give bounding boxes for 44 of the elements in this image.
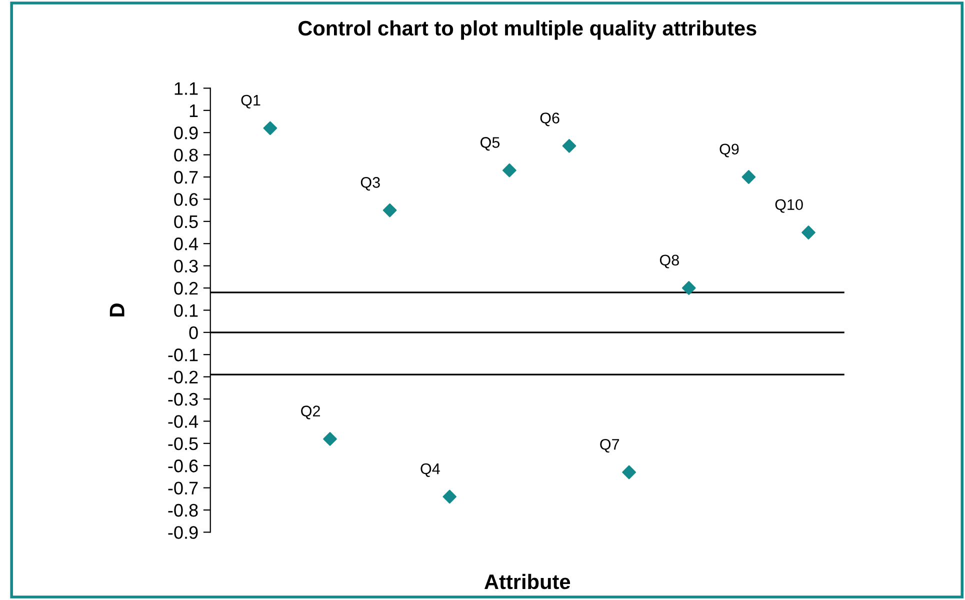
y-tick-label: 0.2	[174, 282, 198, 295]
point	[442, 490, 457, 504]
y-tick-label: 0.8	[174, 148, 198, 162]
x-axis-title: Attribute	[484, 574, 570, 590]
y-tick-label: 0.9	[174, 126, 198, 140]
data-label: Q3	[360, 177, 380, 191]
point	[622, 465, 636, 480]
y-tick-label: 0.6	[174, 193, 198, 206]
y-tick-label: -0.4	[168, 415, 198, 428]
y-tick-label: 0	[189, 326, 198, 340]
data-label: Q5	[480, 137, 500, 151]
y-tick-label: -0.1	[168, 348, 198, 362]
point	[742, 170, 756, 184]
data-label: Q1	[241, 94, 260, 108]
point	[802, 226, 816, 240]
y-tick-label: 0.1	[174, 304, 198, 317]
y-tick-label: 0.7	[174, 170, 198, 184]
point	[682, 281, 696, 295]
point	[562, 139, 576, 153]
data-label: Q10	[775, 199, 803, 213]
y-tick-label: -0.3	[168, 392, 198, 406]
chart-title: Control chart to plot multiple quality attributes	[298, 20, 756, 40]
point	[502, 163, 516, 178]
data-label: Q9	[720, 144, 739, 158]
data-label: Q6	[540, 112, 560, 126]
data-label: Q2	[301, 406, 320, 420]
y-tick-label: -0.8	[168, 504, 198, 517]
y-tick-label: -0.9	[168, 526, 198, 539]
y-tick-label: 0.5	[174, 215, 198, 228]
y-tick-label: 1	[190, 104, 198, 117]
data-label: Q4	[420, 463, 440, 477]
point	[323, 432, 337, 446]
data-label: Q8	[660, 254, 679, 268]
data-label: Q7	[600, 438, 620, 453]
y-tick-label: -0.2	[168, 370, 198, 384]
y-tick-label: 0.4	[174, 238, 198, 250]
y-axis-title: D	[110, 304, 124, 316]
y-tick-label: 1.1	[174, 82, 198, 95]
y-tick-label: -0.7	[168, 482, 198, 495]
y-tick-label: -0.6	[168, 460, 198, 472]
y-tick-label: -0.5	[168, 437, 198, 450]
point	[263, 121, 278, 136]
y-tick-label: 0.3	[174, 260, 198, 273]
point	[382, 203, 397, 218]
